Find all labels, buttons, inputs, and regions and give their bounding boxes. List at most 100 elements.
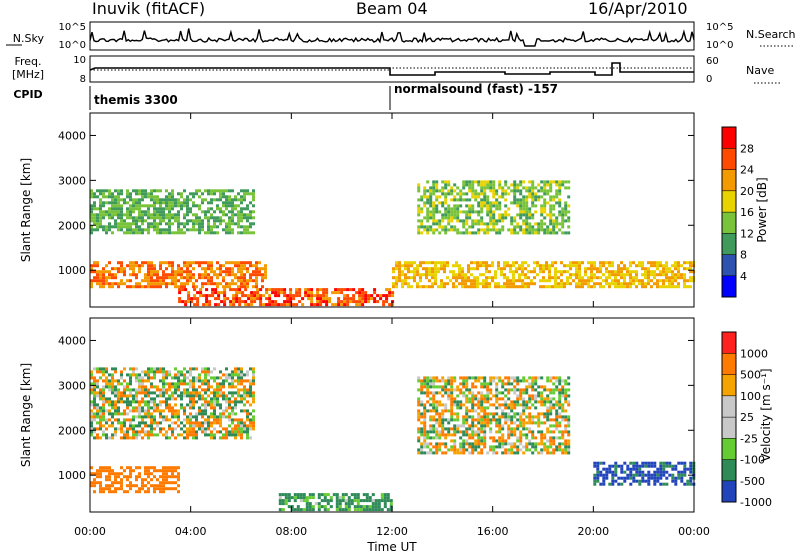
heatmap-cell	[501, 228, 505, 232]
heatmap-cell	[192, 195, 195, 199]
heatmap-cell	[552, 397, 556, 401]
heatmap-cell	[144, 424, 147, 428]
heatmap-cell	[99, 210, 102, 214]
heatmap-cell	[259, 303, 263, 307]
heatmap-cell	[120, 400, 123, 404]
heatmap-cell	[129, 466, 132, 470]
heatmap-cell	[189, 412, 192, 416]
heatmap-cell	[120, 261, 123, 265]
heatmap-cell	[241, 291, 245, 295]
heatmap-cell	[102, 433, 105, 437]
heatmap-cell	[671, 285, 674, 289]
heatmap-cell	[434, 279, 437, 283]
heatmap-cell	[358, 291, 362, 295]
heatmap-cell	[108, 487, 111, 491]
heatmap-cell	[404, 279, 407, 283]
heatmap-cell	[420, 198, 424, 202]
heatmap-cell	[237, 276, 240, 280]
heatmap-cell	[500, 267, 503, 271]
heatmap-cell	[443, 285, 446, 289]
heatmap-cell	[238, 297, 242, 301]
heatmap-cell	[231, 376, 234, 380]
heatmap-cell	[99, 276, 102, 280]
heatmap-cell	[96, 370, 99, 374]
heatmap-cell	[93, 400, 96, 404]
heatmap-cell	[623, 267, 626, 271]
heatmap-cell	[126, 388, 129, 392]
heatmap-cell	[476, 282, 479, 286]
heatmap-cell	[150, 222, 153, 226]
heatmap-cell	[444, 403, 448, 407]
heatmap-cell	[578, 285, 581, 289]
heatmap-cell	[540, 436, 544, 440]
heatmap-cell	[228, 397, 231, 401]
heatmap-cell	[93, 213, 96, 217]
heatmap-cell	[677, 267, 680, 271]
heatmap-cell	[480, 439, 484, 443]
heatmap-cell	[93, 436, 96, 440]
heatmap-cell	[561, 430, 565, 434]
heatmap-cell	[477, 430, 481, 434]
heatmap-cell	[99, 394, 102, 398]
heatmap-cell	[650, 270, 653, 274]
heatmap-cell	[599, 267, 602, 271]
heatmap-cell	[189, 198, 192, 202]
heatmap-cell	[416, 273, 419, 277]
heatmap-cell	[207, 261, 210, 265]
heatmap-cell	[519, 430, 523, 434]
heatmap-cell	[138, 216, 141, 220]
heatmap-cell	[516, 397, 520, 401]
heatmap-cell	[552, 198, 556, 202]
heatmap-cell	[234, 373, 237, 377]
heatmap-cell	[147, 222, 150, 226]
heatmap-cell	[519, 403, 523, 407]
heatmap-cell	[168, 282, 171, 286]
heatmap-cell	[564, 382, 568, 386]
heatmap-cell	[417, 403, 421, 407]
heatmap-cell	[138, 379, 141, 383]
heatmap-cell	[228, 406, 231, 410]
heatmap-cell	[192, 406, 195, 410]
heatmap-cell	[114, 475, 117, 479]
heatmap-cell	[120, 225, 123, 229]
heatmap-cell	[584, 267, 587, 271]
heatmap-cell	[237, 213, 240, 217]
heatmap-cell	[426, 180, 430, 184]
heatmap-cell	[105, 436, 108, 440]
heatmap-cell	[420, 448, 424, 452]
heatmap-cell	[138, 490, 141, 494]
heatmap-cell	[96, 207, 99, 211]
heatmap-cell	[295, 291, 299, 295]
heatmap-cell	[289, 291, 293, 295]
heatmap-cell	[159, 267, 162, 271]
heatmap-cell	[686, 479, 690, 483]
heatmap-cell	[304, 294, 308, 298]
heatmap-cell	[546, 388, 550, 392]
heatmap-cell	[495, 445, 499, 449]
heatmap-cell	[447, 183, 451, 187]
heatmap-cell	[434, 270, 437, 274]
heatmap-cell	[417, 198, 421, 202]
heatmap-cell	[207, 415, 210, 419]
heatmap-cell	[138, 192, 141, 196]
heatmap-cell	[564, 186, 568, 190]
heatmap-cell	[343, 288, 347, 292]
heatmap-cell	[423, 433, 427, 437]
heatmap-cell	[168, 373, 171, 377]
heatmap-cell	[102, 430, 105, 434]
heatmap-cell	[280, 303, 284, 307]
heatmap-cell	[111, 391, 114, 395]
heatmap-cell	[189, 207, 192, 211]
heatmap-cell	[108, 478, 111, 482]
heatmap-cell	[265, 291, 269, 295]
heatmap-cell	[507, 436, 511, 440]
heatmap-cell	[596, 276, 599, 280]
heatmap-cell	[298, 300, 302, 304]
heatmap-cell	[417, 231, 421, 235]
heatmap-cell	[196, 291, 200, 295]
heatmap-cell	[105, 466, 108, 470]
heatmap-cell	[105, 276, 108, 280]
heatmap-cell	[417, 376, 421, 380]
heatmap-cell	[201, 282, 204, 286]
heatmap-cell	[462, 451, 466, 455]
